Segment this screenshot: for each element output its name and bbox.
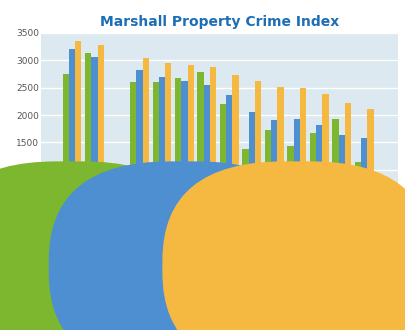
Bar bbox=[187, 65, 193, 224]
Bar bbox=[181, 81, 187, 224]
Bar bbox=[242, 149, 248, 224]
Bar bbox=[62, 74, 69, 224]
Bar bbox=[136, 70, 142, 224]
Bar bbox=[220, 104, 226, 224]
Bar bbox=[130, 82, 136, 224]
Bar bbox=[331, 119, 338, 224]
Bar bbox=[254, 81, 260, 224]
Bar bbox=[75, 41, 81, 224]
Bar bbox=[203, 85, 209, 224]
Bar bbox=[98, 45, 104, 224]
Bar bbox=[344, 103, 350, 224]
Text: © 2025 CityRating.com - https://www.cityrating.com/crime-statistics/: © 2025 CityRating.com - https://www.city… bbox=[58, 317, 347, 326]
Bar bbox=[367, 109, 373, 224]
Bar bbox=[277, 86, 283, 224]
Bar bbox=[165, 62, 171, 224]
Bar bbox=[209, 67, 216, 224]
Bar bbox=[338, 135, 344, 224]
Bar bbox=[69, 50, 75, 224]
Title: Marshall Property Crime Index: Marshall Property Crime Index bbox=[99, 15, 338, 29]
Bar bbox=[158, 77, 165, 224]
Text: Marshall: Marshall bbox=[87, 262, 134, 272]
Bar bbox=[271, 120, 277, 224]
Bar bbox=[309, 133, 315, 224]
Text: Michigan: Michigan bbox=[200, 262, 251, 272]
Bar bbox=[152, 82, 158, 224]
Bar bbox=[287, 146, 293, 224]
Bar bbox=[315, 125, 322, 224]
Bar bbox=[360, 138, 367, 224]
Bar bbox=[197, 72, 203, 224]
Bar bbox=[226, 95, 232, 224]
Bar bbox=[248, 112, 254, 224]
Bar bbox=[142, 58, 149, 224]
Bar bbox=[232, 75, 238, 224]
Bar bbox=[264, 130, 271, 224]
Bar bbox=[354, 161, 360, 224]
Text: National: National bbox=[314, 262, 360, 272]
Text: Crime Index corresponds to incidents per 100,000 inhabitants: Crime Index corresponds to incidents per… bbox=[51, 294, 354, 304]
Bar bbox=[85, 53, 91, 224]
Bar bbox=[299, 88, 305, 224]
Bar bbox=[91, 57, 98, 224]
Bar bbox=[175, 79, 181, 224]
Bar bbox=[322, 94, 328, 224]
Bar bbox=[293, 119, 299, 224]
